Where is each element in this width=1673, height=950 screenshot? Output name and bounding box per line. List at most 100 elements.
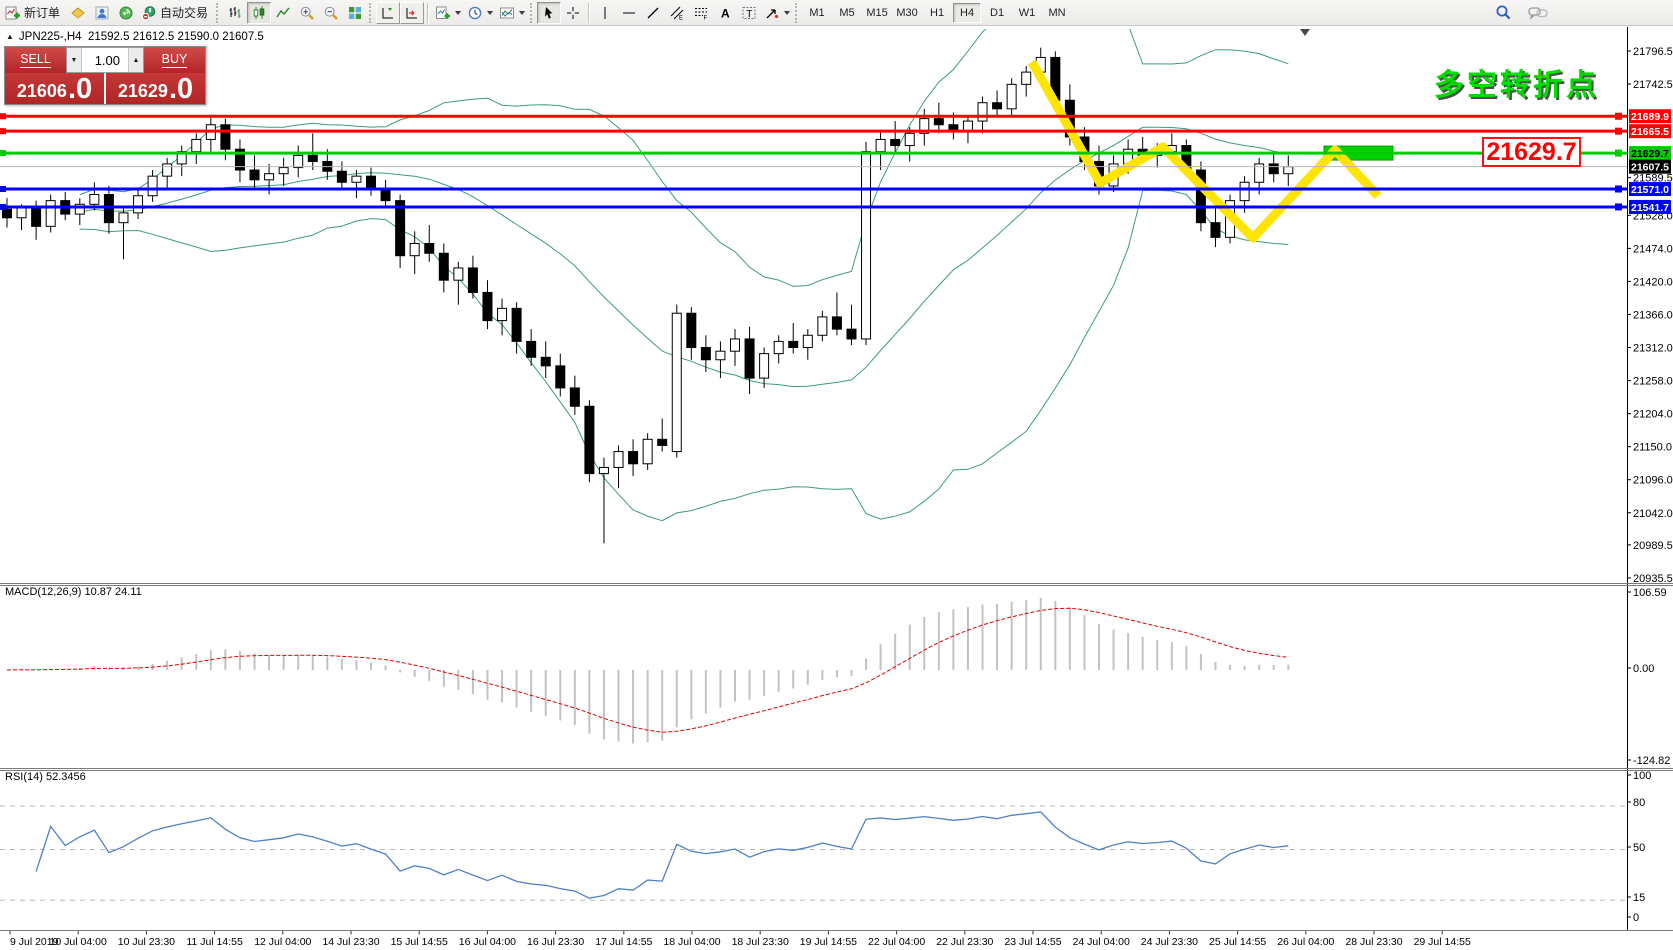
candle-bearish — [788, 340, 799, 349]
equidistant-channel-icon: E — [670, 6, 684, 21]
candle-bullish — [118, 212, 129, 224]
candle-bullish — [817, 316, 828, 336]
crosshair-tool-button[interactable] — [561, 2, 585, 24]
volume-increase-button[interactable]: ▲ — [128, 48, 143, 72]
chart-title-bar: ▲ JPN225-,H4 21592.5 21612.5 21590.0 216… — [6, 31, 264, 43]
svg-text:21629.7: 21629.7 — [1631, 148, 1669, 160]
signals-button[interactable] — [114, 2, 138, 24]
new-order-button[interactable]: 新订单 — [2, 2, 66, 24]
text-tool-button[interactable]: A — [713, 2, 737, 24]
svg-text:16 Jul 23:30: 16 Jul 23:30 — [527, 936, 584, 948]
svg-text:80: 80 — [1633, 797, 1645, 809]
bar-chart-icon — [229, 6, 241, 18]
svg-text:21541.7: 21541.7 — [1631, 202, 1669, 214]
svg-text:50: 50 — [1633, 842, 1645, 854]
search-icon — [1496, 5, 1510, 20]
fibonacci-icon: F — [695, 7, 708, 21]
candle-bullish — [16, 207, 27, 219]
auto-trading-icon — [141, 5, 156, 20]
volume-decrease-button[interactable]: ▼ — [67, 48, 82, 72]
symbol-ohlc-text: JPN225-,H4 21592.5 21612.5 21590.0 21607… — [18, 31, 264, 43]
text-label-tool-button[interactable]: T — [737, 2, 761, 24]
candlestick-mode-button[interactable] — [247, 1, 272, 24]
timeframe-m5[interactable]: M5 — [839, 6, 855, 19]
search-button[interactable] — [1491, 2, 1515, 24]
candle-bearish — [249, 169, 260, 181]
candle-bearish — [511, 307, 522, 342]
text-a-icon: A — [721, 6, 730, 20]
one-click-trading-panel: SELL ▼ ▲ BUY 21606 .0 21629 . — [4, 46, 206, 105]
buy-button[interactable]: BUY — [144, 47, 205, 73]
tile-windows-button[interactable] — [343, 2, 367, 24]
candle-bearish — [933, 118, 944, 126]
line-chart-mode-button[interactable] — [271, 2, 295, 24]
candle-bullish — [278, 167, 289, 175]
timeframe-mn[interactable]: MN — [1048, 6, 1066, 19]
svg-text:25 Jul 14:55: 25 Jul 14:55 — [1209, 936, 1266, 948]
market-watch-button[interactable] — [90, 2, 114, 24]
svg-text:16 Jul 04:00: 16 Jul 04:00 — [459, 936, 516, 948]
candle-bearish — [686, 312, 697, 349]
svg-text:18 Jul 23:30: 18 Jul 23:30 — [732, 936, 789, 948]
horizontal-line-tool-button[interactable] — [617, 2, 641, 24]
candle-bullish — [133, 195, 144, 214]
volume-input[interactable] — [82, 48, 128, 72]
trendline-tool-button[interactable] — [641, 2, 665, 24]
periods-button[interactable] — [464, 2, 496, 24]
line-chart-icon — [276, 7, 290, 17]
timeframe-h1[interactable]: H1 — [930, 6, 945, 19]
auto-trading-button[interactable]: 自动交易 — [138, 2, 214, 24]
timeframe-m30[interactable]: M30 — [896, 6, 918, 19]
svg-text:12 Jul 04:00: 12 Jul 04:00 — [254, 936, 311, 948]
svg-text:22 Jul 04:00: 22 Jul 04:00 — [868, 936, 925, 948]
svg-text:A: A — [721, 6, 730, 20]
sell-price[interactable]: 21606 .0 — [5, 73, 104, 104]
crosshair-icon — [567, 6, 580, 19]
candle-bearish — [482, 291, 493, 322]
bar-chart-mode-button[interactable] — [223, 2, 247, 24]
fibonacci-tool-button[interactable]: F — [689, 2, 713, 24]
buy-price-main: 21629 — [117, 81, 168, 102]
timeframe-m15[interactable]: M15 — [866, 6, 888, 19]
cursor-tool-button[interactable] — [537, 1, 562, 24]
svg-text:15: 15 — [1633, 892, 1645, 904]
candle-bearish — [628, 451, 639, 465]
timeframe-d1[interactable]: D1 — [990, 6, 1005, 19]
bollinger-band — [79, 126, 1289, 388]
timeframe-m1[interactable]: M1 — [809, 6, 825, 19]
candle-bullish — [715, 350, 726, 361]
trade-panel-toggle-icon[interactable]: ▲ — [6, 32, 14, 41]
text-label-icon: T — [742, 6, 756, 19]
candles-layer — [2, 47, 1294, 544]
svg-text:21665.5: 21665.5 — [1631, 126, 1669, 138]
zoom-out-button[interactable] — [319, 2, 343, 24]
timeframe-w1[interactable]: W1 — [1018, 6, 1036, 19]
svg-text:20989.5: 20989.5 — [1633, 540, 1673, 552]
chart-shift-button[interactable] — [376, 1, 401, 24]
timeframe-h4[interactable]: H4 — [953, 2, 982, 23]
svg-text:21150.0: 21150.0 — [1633, 442, 1672, 454]
history-center-button[interactable] — [66, 2, 90, 24]
buy-price[interactable]: 21629 .0 — [106, 73, 205, 104]
arrows-tool-button[interactable] — [761, 2, 793, 24]
yellow-zigzag-line[interactable] — [1028, 59, 1382, 243]
chat-button[interactable] — [1525, 2, 1551, 24]
vertical-line-tool-button[interactable] — [593, 2, 617, 24]
toolbar-grip — [795, 2, 798, 23]
candle-bearish — [467, 267, 478, 293]
tile-windows-icon — [349, 6, 362, 19]
sell-button[interactable]: SELL — [5, 47, 66, 73]
candle-bullish — [74, 203, 85, 215]
candle-bullish — [861, 151, 872, 340]
auto-scroll-button[interactable] — [400, 1, 425, 24]
channel-tool-button[interactable]: E — [665, 2, 689, 24]
indicators-button[interactable] — [496, 2, 528, 24]
new-chart-button[interactable] — [432, 2, 464, 24]
trendline-icon — [647, 7, 659, 18]
zoom-in-button[interactable] — [295, 2, 319, 24]
auto-scroll-icon — [406, 7, 418, 18]
candle-bullish — [497, 307, 508, 322]
candle-bullish — [409, 242, 420, 257]
